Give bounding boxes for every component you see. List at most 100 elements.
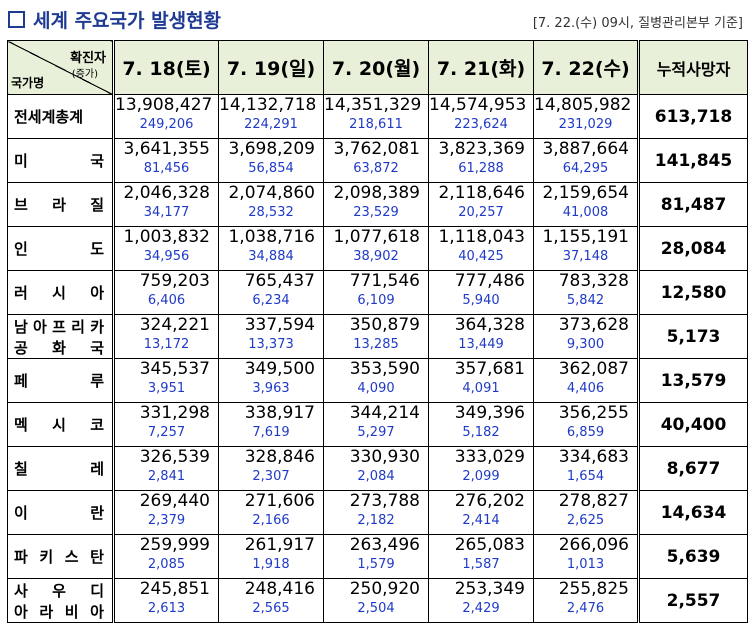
daily-cell: 1,038,716 34,884 [218,226,324,271]
daily-increase: 2,085 [147,557,186,572]
daily-increase: 2,429 [462,601,500,616]
table-row: 멕 시 코 331,298 7,257 338,917 7,619 344,214 5,297 3… [7,402,748,447]
total-deaths-header: 누적사망자 [637,40,748,95]
daily-increase: 1,918 [252,557,290,572]
daily-increase: 2,379 [147,513,186,528]
cumulative-cases: 771,546 [349,271,420,291]
total-deaths: 5,639 [637,534,748,579]
daily-cell: 353,590 4,090 [323,358,429,403]
cumulative-cases: 337,594 [244,315,315,335]
daily-increase: 4,406 [566,381,605,396]
daily-increase: 4,090 [357,381,395,396]
daily-cell: 261,917 1,918 [218,534,324,579]
daily-increase: 2,099 [462,469,500,484]
daily-increase: 56,854 [248,161,294,176]
daily-increase: 13,172 [143,337,190,352]
cumulative-cases: 765,437 [244,271,315,291]
cumulative-cases: 338,917 [244,403,315,423]
table-row: 러 시 아 759,203 6,406 765,437 6,234 771,546 6,109 7… [7,270,748,315]
cumulative-cases: 326,539 [139,447,210,467]
cumulative-cases: 783,328 [558,271,629,291]
total-deaths: 5,173 [637,314,748,359]
corner-label-country: 국가명 [11,76,45,90]
daily-cell: 350,879 13,285 [323,314,429,359]
cumulative-cases: 263,496 [349,535,420,555]
daily-increase: 218,611 [349,117,403,132]
daily-increase: 2,625 [566,513,605,528]
cumulative-cases: 1,155,191 [542,227,629,247]
daily-increase: 9,300 [566,337,605,352]
country-name-part: 시 [52,416,66,434]
total-deaths: 8,677 [637,446,748,491]
daily-cell: 253,349 2,429 [428,578,534,623]
country-name-char: 리 [71,317,85,336]
daily-increase: 2,841 [147,469,186,484]
daily-cell: 2,159,654 41,008 [533,182,639,227]
daily-increase: 34,884 [248,249,294,264]
table-row: 이 란 269,440 2,379 271,606 2,166 273,788 2,182 27… [7,490,748,535]
daily-cell: 259,999 2,085 [113,534,219,579]
cumulative-cases: 266,096 [558,535,629,555]
country-name-part: 질 [90,196,104,214]
country-name-part: 페 [14,372,28,390]
daily-cell: 14,132,718 224,291 [218,94,324,139]
cumulative-cases: 261,917 [244,535,315,555]
country-name-part: 시 [52,284,66,302]
daily-increase: 34,956 [143,249,190,264]
daily-increase: 64,295 [562,161,609,176]
daily-cell: 245,851 2,613 [113,578,219,623]
cumulative-cases: 2,118,646 [438,183,525,203]
page-title-text: 세계 주요국가 발생현황 [33,10,222,32]
daily-increase: 6,859 [566,425,605,440]
daily-increase: 61,288 [458,161,504,176]
cumulative-cases: 3,887,664 [542,139,629,159]
country-name-char: 공 [14,338,28,357]
country-name-char: 국 [90,338,104,357]
daily-cell: 263,496 1,579 [323,534,429,579]
daily-cell: 373,628 9,300 [533,314,639,359]
daily-increase: 20,257 [458,205,504,220]
date-header: 7. 19(일) [218,40,324,95]
table-row: 전세계총계 13,908,427 249,206 14,132,718 224,291 1… [7,94,748,139]
daily-cell: 3,762,081 63,872 [323,138,429,183]
daily-increase: 13,373 [248,337,294,352]
daily-cell: 324,221 13,172 [113,314,219,359]
daily-increase: 40,425 [458,249,504,264]
daily-increase: 1,587 [462,557,500,572]
total-deaths: 81,487 [637,182,748,227]
country-name: 전세계총계 [7,94,115,139]
daily-cell: 330,930 2,084 [323,446,429,491]
cumulative-cases: 777,486 [454,271,525,291]
daily-cell: 326,539 2,841 [113,446,219,491]
country-name-char: 아 [33,317,47,336]
country-name-part: 이 [14,504,28,522]
daily-cell: 2,118,646 20,257 [428,182,534,227]
cumulative-cases: 362,087 [558,359,629,379]
country-name-part: 인 [14,240,28,258]
daily-increase: 23,529 [353,205,399,220]
daily-increase: 2,166 [252,513,290,528]
total-deaths: 141,845 [637,138,748,183]
cumulative-cases: 253,349 [454,579,525,599]
total-deaths: 2,557 [637,578,748,623]
daily-cell: 338,917 7,619 [218,402,324,447]
daily-cell: 344,214 5,297 [323,402,429,447]
daily-increase: 6,234 [252,293,290,308]
country-name-char: 우 [52,581,66,600]
daily-increase: 28,532 [248,205,294,220]
country-name-part: 탄 [90,548,104,566]
corner-label-cases: 확진자 [70,51,106,66]
daily-increase: 1,013 [566,557,605,572]
daily-cell: 2,046,328 34,177 [113,182,219,227]
daily-cell: 271,606 2,166 [218,490,324,535]
table-row: 칠 레 326,539 2,841 328,846 2,307 330,930 2,084 33… [7,446,748,491]
daily-increase: 224,291 [244,117,298,132]
daily-cell: 337,594 13,373 [218,314,324,359]
checkbox-square-icon [8,11,25,28]
cumulative-cases: 345,537 [139,359,210,379]
table-row: 남 아 프 리 카 공 화 국 324,221 13,172 337,594 13,373 350,87… [7,314,748,359]
